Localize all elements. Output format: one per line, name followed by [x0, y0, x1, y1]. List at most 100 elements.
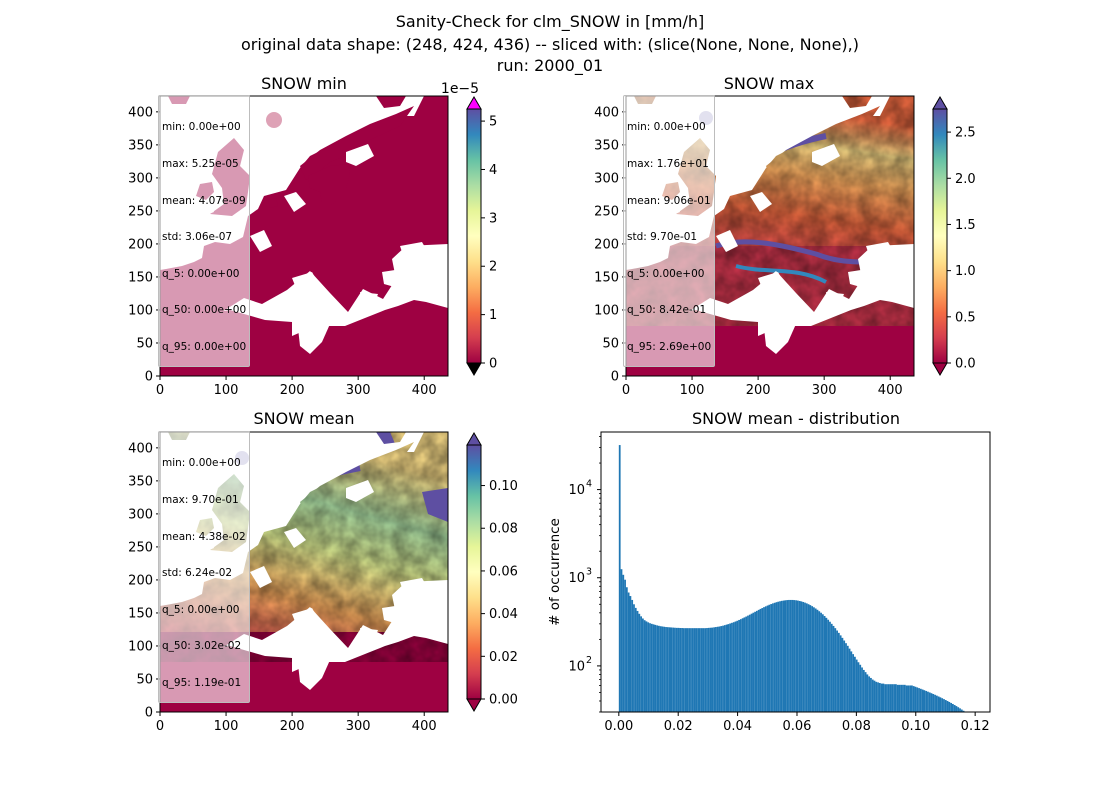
colorbar-gradient	[466, 444, 482, 700]
histogram-bar	[836, 630, 838, 712]
histogram-bar	[697, 628, 699, 712]
panel-title-snow-mean: SNOW mean	[254, 409, 355, 428]
panel-snow-min: SNOW min 0 100 200 300 400 05010015020025030…	[128, 74, 497, 398]
histogram-x-tick-label: 0.10	[901, 719, 930, 734]
stat-line: std: 9.70e-01	[627, 231, 698, 244]
y-tick-label: 50	[602, 336, 619, 351]
x-axis-mean: 0 100 200 300 400	[156, 712, 437, 734]
histogram-bar	[786, 600, 789, 712]
y-tick-label: 350	[128, 474, 153, 489]
histogram-x-tick-label: 0.02	[664, 719, 693, 734]
histogram-bar	[845, 643, 847, 712]
x-tick-label: 400	[878, 383, 903, 398]
histogram-bar	[932, 694, 935, 712]
stats-highlight-blob	[266, 112, 282, 128]
x-tick-label: 100	[680, 383, 705, 398]
y-tick-label: 250	[128, 540, 153, 555]
y-tick-label: 150	[128, 606, 153, 621]
histogram-bar	[877, 682, 879, 712]
stat-line: mean: 4.07e-09	[162, 194, 246, 207]
x-tick-label: 0	[156, 383, 164, 398]
histogram-bar	[658, 625, 660, 712]
histogram-bar	[663, 626, 666, 712]
histogram-bar	[875, 681, 878, 712]
histogram-bar	[807, 604, 810, 712]
y-tick-label: 50	[136, 336, 153, 351]
suptitle-line-3: run: 2000_01	[496, 56, 604, 75]
histogram-bar	[891, 684, 894, 712]
histogram-bar	[916, 687, 919, 712]
histogram-title: SNOW mean - distribution	[692, 409, 900, 428]
stats-box-mean: min: 0.00e+00 max: 9.70e-01 mean: 4.38e-…	[158, 431, 250, 704]
histogram-bar	[848, 648, 851, 712]
histogram-y-tick-exponent: 2	[586, 655, 592, 666]
histogram-bar	[709, 627, 712, 712]
histogram-bar	[919, 688, 922, 712]
histogram-bar	[716, 626, 719, 712]
y-tick-label: 200	[128, 573, 153, 588]
histogram-bar	[688, 628, 691, 712]
histogram-bar	[816, 609, 819, 712]
y-tick-label: 350	[594, 138, 619, 153]
histogram-bar	[622, 574, 625, 712]
suptitle-line-1: Sanity-Check for clm_SNOW in [mm/h]	[395, 12, 705, 31]
colorbar-extend-under	[466, 362, 482, 376]
histogram-bar	[690, 628, 692, 712]
histogram-bar	[950, 702, 952, 712]
x-tick-label: 400	[412, 719, 437, 734]
histogram-bar	[861, 667, 863, 712]
stat-line: min: 0.00e+00	[627, 121, 706, 134]
histogram-bar	[859, 664, 862, 712]
histogram-bar	[691, 628, 694, 712]
histogram-bar	[925, 690, 928, 712]
histogram-bar	[791, 599, 794, 712]
histogram-bar	[779, 601, 781, 712]
histogram-bar	[834, 628, 837, 712]
histogram-bar	[907, 685, 910, 712]
x-tick-label: 200	[280, 719, 305, 734]
x-tick-label: 300	[812, 383, 837, 398]
histogram-bar	[962, 710, 965, 712]
histogram-bar	[923, 690, 926, 712]
y-tick-label: 250	[594, 204, 619, 219]
histogram-bar	[959, 708, 961, 712]
histogram-bar	[939, 697, 942, 712]
histogram-bar	[631, 599, 634, 712]
histogram-bar	[832, 625, 835, 712]
histogram-bar	[656, 625, 659, 712]
histogram-bar	[750, 613, 753, 712]
stat-line: q_50: 8.42e-01	[627, 304, 707, 317]
stat-line: min: 0.00e+00	[162, 121, 241, 134]
histogram-bar	[747, 615, 749, 712]
x-axis-min: 0 100 200 300 400	[156, 376, 437, 398]
histogram-bar	[782, 600, 785, 712]
colorbar-tick-label: 0.04	[489, 607, 518, 622]
histogram-bar	[846, 645, 849, 712]
histogram-bar	[943, 699, 945, 712]
histogram-bar	[866, 674, 869, 712]
colorbar-extend-over	[932, 96, 948, 110]
histogram-bar	[759, 608, 762, 712]
histogram-bar	[946, 700, 949, 712]
histogram-bar	[645, 621, 648, 712]
histogram-bar	[944, 700, 947, 712]
colorbar-mean: 0.00 0.02 0.04 0.06 0.08 0.10	[466, 432, 518, 712]
histogram-bar	[887, 684, 890, 712]
histogram-bar	[649, 623, 651, 712]
histogram-y-tick-exponent: 3	[586, 567, 592, 578]
histogram-bar	[886, 684, 888, 712]
y-tick-label: 200	[128, 237, 153, 252]
x-tick-label: 400	[412, 383, 437, 398]
histogram-bar	[752, 612, 755, 712]
stats-box-min: min: 0.00e+00 max: 5.25e-05 mean: 4.07e-…	[158, 95, 251, 368]
histogram-bar	[864, 672, 867, 712]
y-tick-label: 300	[594, 171, 619, 186]
histogram-bar	[927, 691, 929, 712]
histogram-bar	[935, 695, 938, 712]
histogram-bar	[775, 602, 778, 712]
y-tick-label: 0	[145, 706, 153, 721]
histogram-bar	[928, 692, 931, 712]
histogram-bar	[825, 617, 828, 712]
histogram-bar	[672, 627, 675, 712]
histogram-bar	[793, 600, 796, 712]
